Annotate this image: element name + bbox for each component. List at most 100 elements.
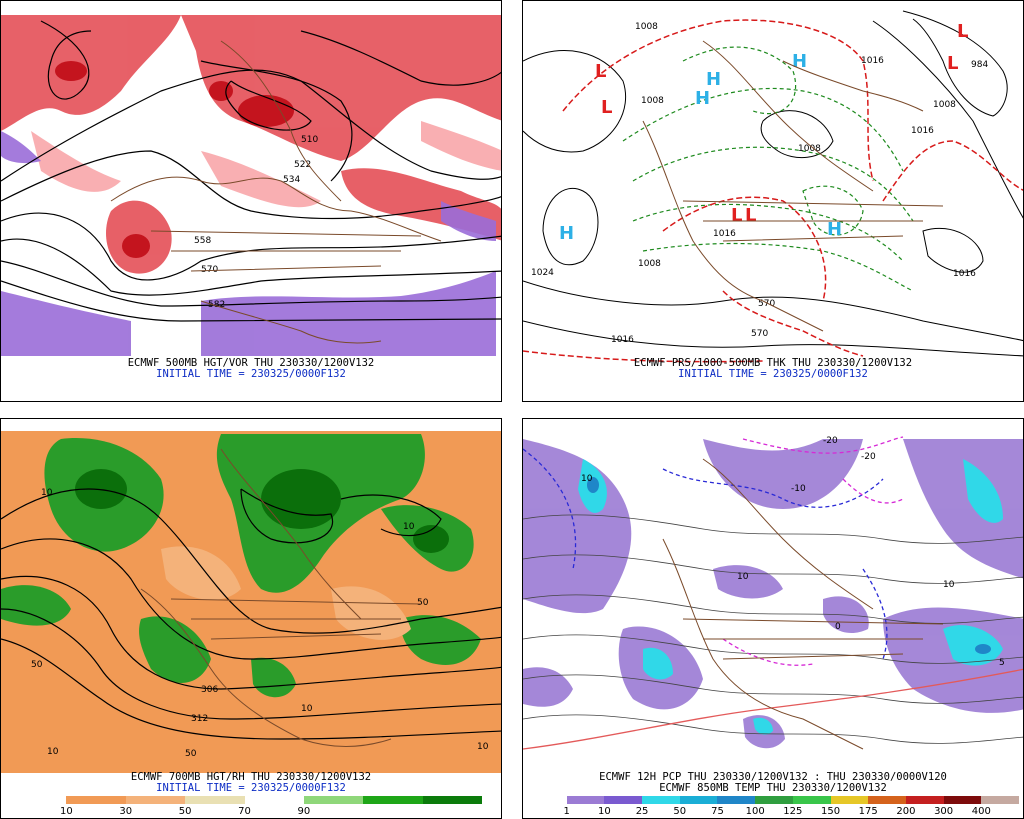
legend-tick-label: 1	[563, 806, 570, 817]
legend-tick-label: 125	[783, 806, 803, 817]
isotherm-label: 10	[943, 580, 955, 590]
legend-tick-label: 90	[297, 806, 311, 817]
isobar-label: 1016	[911, 126, 934, 136]
contour-label: 558	[194, 236, 211, 246]
isobar-label: 1016	[611, 335, 634, 345]
panel-precip-850temp: 10 10 0 -10 -20 -20 5 10 ECMWF 12H PCP T…	[522, 418, 1024, 819]
legend-tick-label: 400	[971, 806, 991, 817]
legend-tick-label: 75	[711, 806, 724, 817]
legend-swatch	[185, 796, 245, 804]
contour-label: 312	[191, 714, 208, 724]
isotherm-label: -20	[861, 452, 876, 462]
contour-label: 570	[201, 265, 218, 275]
low-center-marker: L	[595, 61, 606, 82]
isobar-label: 984	[971, 60, 988, 70]
contour-label: 534	[283, 175, 300, 185]
legend-swatch	[529, 796, 567, 804]
isotherm-label: 5	[999, 658, 1005, 668]
legend-tick-label: 10	[598, 806, 611, 817]
legend-swatch	[363, 796, 423, 804]
panel-init-time: INITIAL TIME = 230325/0000F132	[156, 368, 346, 380]
legend-swatch	[792, 796, 831, 804]
contour-label: 50	[31, 660, 43, 670]
isobar-label: 1008	[641, 96, 664, 106]
legend-swatch	[125, 796, 186, 804]
isobar-label: 1008	[933, 100, 956, 110]
panel-init-time: INITIAL TIME = 230325/0000F132	[678, 368, 868, 380]
isobar-label: 1016	[713, 229, 736, 239]
isobar-label: 1008	[635, 22, 658, 32]
low-center-marker: L	[601, 97, 612, 118]
legend-swatch	[604, 796, 643, 804]
panel-subtitle: ECMWF 850MB TEMP THU 230330/1200V132	[659, 782, 887, 794]
contour-label: 10	[477, 742, 489, 752]
isobar-label: 1016	[953, 269, 976, 279]
legend-swatch	[679, 796, 718, 804]
legend-swatch	[981, 796, 1019, 804]
panel-title: ECMWF PRS/1000-500MB THK THU 230330/1200…	[633, 357, 913, 369]
contour-label: 10	[47, 747, 59, 757]
contour-label: 522	[294, 160, 311, 170]
legend-swatch	[66, 796, 126, 804]
panel-init-time: INITIAL TIME = 230325/0000F132	[156, 782, 346, 794]
isobar-label: 1016	[861, 56, 884, 66]
high-center-marker: H	[706, 69, 721, 90]
contour-label: 50	[417, 598, 429, 608]
panel-700mb-hgt-rh: 10 10 50 50 10 10 312 306 10 50 ECMWF 70…	[0, 418, 502, 819]
high-center-marker: H	[559, 223, 574, 244]
isotherm-label: -10	[791, 484, 806, 494]
high-center-marker: H	[792, 51, 807, 72]
low-center-marker: L	[731, 205, 742, 226]
low-center-marker: L	[745, 205, 756, 226]
legend-tick-label: 150	[820, 806, 841, 817]
isotherm-label: 10	[581, 474, 593, 484]
isobar-label: 570	[751, 329, 768, 339]
legend-swatch	[755, 796, 793, 804]
map-precip-850mb-temp: 10 10 0 -10 -20 -20 5 10	[523, 431, 1023, 773]
high-center-marker: H	[695, 88, 710, 109]
panel-prs-thickness: 1008 1008 1016 984 1008 1016 1024 1008 1…	[522, 0, 1024, 402]
legend-tick-label: 10	[60, 806, 73, 817]
panel-title: ECMWF 12H PCP THU 230330/1200V132 : THU …	[599, 771, 947, 783]
isotherm-label: 0	[835, 622, 841, 632]
isobar-label: 1008	[798, 144, 821, 154]
low-center-marker: L	[957, 21, 968, 42]
map-500mb-vorticity: 510 522 534 558 570 582	[1, 13, 501, 358]
isotherm-label: -20	[823, 436, 838, 446]
legend-tick-label: 50	[673, 806, 687, 817]
contour-label: 10	[403, 522, 415, 532]
panel-title: ECMWF 700MB HGT/RH THU 230330/1200V132	[130, 771, 372, 783]
isobar-label: 1024	[531, 268, 554, 278]
legend-swatch	[303, 796, 364, 804]
contour-label: 10	[41, 488, 53, 498]
legend-swatch	[244, 796, 304, 804]
low-center-marker: L	[947, 53, 958, 74]
legend-swatch	[868, 796, 906, 804]
legend-swatch	[830, 796, 869, 804]
legend-tick-label: 175	[858, 806, 878, 817]
rh-legend: 10 30 50 70 90	[7, 796, 482, 817]
legend-tick-label: 25	[635, 806, 649, 817]
contour-label: 510	[301, 135, 318, 145]
legend-tick-label: 70	[238, 806, 251, 817]
legend-tick-label: 50	[178, 806, 192, 817]
contour-label: 582	[208, 300, 225, 310]
contour-label: 50	[185, 749, 197, 759]
legend-tick-label: 200	[896, 806, 916, 817]
panel-title: ECMWF 500MB HGT/VOR THU 230330/1200V132	[127, 357, 375, 369]
legend-tick-label: 30	[119, 806, 133, 817]
map-700mb-relative-humidity: 10 10 50 50 10 10 312 306 10 50	[1, 431, 501, 773]
legend-swatch	[422, 796, 482, 804]
legend-swatch	[566, 796, 605, 804]
legend-swatch	[905, 796, 944, 804]
isotherm-label: 10	[737, 572, 749, 582]
map-sea-level-pressure: 1008 1008 1016 984 1008 1016 1024 1008 1…	[523, 10, 1023, 363]
legend-swatch	[943, 796, 982, 804]
legend-tick-label: 100	[745, 806, 765, 817]
precip-legend: 1 10 25 50 75 100 125 150 175 200 300 400	[529, 796, 1019, 817]
legend-swatch	[642, 796, 680, 804]
panel-500mb-hgt-vor: 510 522 534 558 570 582 ECMWF 500MB HGT/…	[0, 0, 502, 402]
isobar-label: 1008	[638, 259, 661, 269]
contour-label: 306	[201, 685, 218, 695]
contour-label: 10	[301, 704, 313, 714]
